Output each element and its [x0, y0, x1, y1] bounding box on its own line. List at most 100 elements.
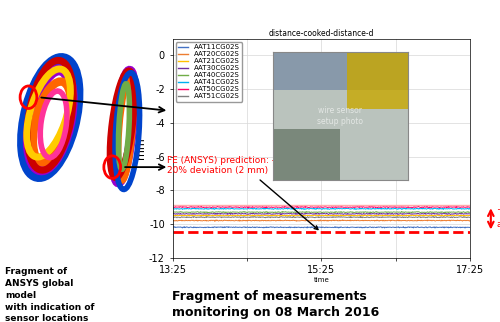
- AAT30CG02S: [305, 212, 311, 216]
- AAT21CG02S: [467, 213, 473, 217]
- Line: AAT20CG02S: AAT20CG02S: [172, 220, 470, 221]
- AAT40CG02S: [222, 210, 228, 214]
- Line: AAT50CG02S: AAT50CG02S: [172, 206, 470, 208]
- AAT40CG02S: [394, 210, 400, 214]
- AAT21CG02S: [170, 214, 175, 218]
- AAT51CG02S: [305, 215, 311, 219]
- AAT20CG02S: [346, 219, 352, 223]
- AAT20CG02S: [395, 218, 401, 222]
- AAT30CG02S: [346, 212, 352, 216]
- AAT41CG02S: [228, 206, 234, 210]
- AAT40CG02S: [467, 210, 473, 214]
- AAT20CG02S: [467, 218, 473, 222]
- Text: FE (ANSYS) prediction: -11 mm ->
20% deviation (2 mm): FE (ANSYS) prediction: -11 mm -> 20% dev…: [166, 156, 320, 230]
- AAT51CG02S: [394, 215, 400, 219]
- AAT50CG02S: [282, 204, 288, 208]
- AAT51CG02S: [303, 216, 309, 220]
- AAT40CG02S: [246, 210, 252, 214]
- AAT40CG02S: [170, 210, 175, 214]
- AAT50CG02S: [305, 205, 311, 209]
- Text: Typical
asymmetry: Typical asymmetry: [497, 209, 500, 229]
- AAT20CG02S: [212, 219, 218, 223]
- AAT30CG02S: [170, 212, 175, 215]
- X-axis label: time: time: [314, 277, 329, 283]
- AAT41CG02S: [394, 207, 400, 211]
- AAT21CG02S: [369, 214, 375, 218]
- AAT51CG02S: [246, 215, 252, 219]
- Y-axis label: mm: mm: [136, 137, 146, 159]
- AAT30CG02S: [246, 212, 252, 216]
- Legend: AAT11CG02S, AAT20CG02S, AAT21CG02S, AAT30CG02S, AAT40CG02S, AAT41CG02S, AAT50CG0: AAT11CG02S, AAT20CG02S, AAT21CG02S, AAT3…: [176, 42, 242, 101]
- Title: distance-cooked-distance-d: distance-cooked-distance-d: [268, 29, 374, 38]
- AAT40CG02S: [314, 211, 320, 215]
- AAT41CG02S: [467, 206, 473, 210]
- AAT21CG02S: [346, 213, 352, 217]
- AAT20CG02S: [170, 219, 175, 223]
- AAT11CG02S: [368, 225, 374, 229]
- AAT11CG02S: [222, 225, 228, 229]
- AAT20CG02S: [394, 219, 400, 223]
- AAT21CG02S: [312, 213, 318, 217]
- AAT50CG02S: [394, 205, 400, 209]
- AAT41CG02S: [304, 207, 310, 211]
- AAT11CG02S: [304, 226, 310, 230]
- AAT20CG02S: [304, 219, 310, 223]
- AAT51CG02S: [369, 215, 375, 219]
- AAT11CG02S: [246, 225, 252, 229]
- AAT40CG02S: [368, 211, 374, 214]
- AAT40CG02S: [304, 210, 310, 214]
- AAT51CG02S: [290, 214, 296, 218]
- Line: AAT41CG02S: AAT41CG02S: [172, 208, 470, 210]
- AAT41CG02S: [170, 206, 175, 210]
- AAT40CG02S: [398, 210, 404, 213]
- AAT41CG02S: [346, 206, 352, 210]
- AAT30CG02S: [278, 213, 284, 216]
- Text: wire sensor
setup photo: wire sensor setup photo: [317, 106, 363, 126]
- AAT50CG02S: [222, 205, 228, 209]
- AAT21CG02S: [246, 213, 252, 217]
- AAT21CG02S: [394, 213, 400, 217]
- Line: AAT40CG02S: AAT40CG02S: [172, 212, 470, 213]
- AAT41CG02S: [399, 208, 405, 212]
- AAT41CG02S: [246, 207, 252, 211]
- AAT30CG02S: [298, 211, 304, 215]
- AAT50CG02S: [467, 205, 473, 209]
- AAT11CG02S: [345, 225, 351, 229]
- Bar: [272, 90, 407, 180]
- AAT50CG02S: [246, 205, 252, 209]
- Line: AAT11CG02S: AAT11CG02S: [172, 227, 470, 228]
- AAT50CG02S: [245, 206, 251, 210]
- AAT30CG02S: [467, 212, 473, 216]
- Line: AAT21CG02S: AAT21CG02S: [172, 215, 470, 216]
- AAT21CG02S: [222, 214, 228, 218]
- AAT20CG02S: [222, 219, 228, 223]
- AAT50CG02S: [369, 205, 375, 209]
- AAT11CG02S: [415, 225, 421, 229]
- AAT51CG02S: [170, 215, 175, 219]
- Bar: [347, 52, 408, 109]
- AAT20CG02S: [368, 218, 374, 222]
- AAT11CG02S: [462, 226, 468, 230]
- AAT51CG02S: [346, 215, 352, 219]
- AAT21CG02S: [304, 213, 310, 217]
- AAT50CG02S: [346, 205, 352, 209]
- AAT30CG02S: [369, 212, 375, 215]
- AAT30CG02S: [222, 212, 228, 216]
- AAT11CG02S: [394, 225, 400, 229]
- Line: AAT30CG02S: AAT30CG02S: [172, 213, 470, 214]
- AAT50CG02S: [170, 205, 175, 209]
- AAT51CG02S: [222, 215, 228, 219]
- Text: Fragment of measurements
monitoring on 08 March 2016: Fragment of measurements monitoring on 0…: [172, 290, 380, 319]
- Bar: [272, 129, 340, 180]
- Text: Fragment of
ANSYS global
model
with indication of
sensor locations
in module 1: Fragment of ANSYS global model with indi…: [5, 267, 94, 322]
- AAT41CG02S: [222, 207, 228, 211]
- AAT11CG02S: [467, 225, 473, 229]
- AAT51CG02S: [467, 215, 473, 219]
- AAT21CG02S: [292, 214, 298, 218]
- AAT40CG02S: [346, 210, 352, 214]
- AAT11CG02S: [170, 225, 175, 229]
- Line: AAT51CG02S: AAT51CG02S: [172, 216, 470, 218]
- AAT20CG02S: [246, 218, 252, 222]
- AAT30CG02S: [394, 212, 400, 215]
- AAT41CG02S: [368, 207, 374, 211]
